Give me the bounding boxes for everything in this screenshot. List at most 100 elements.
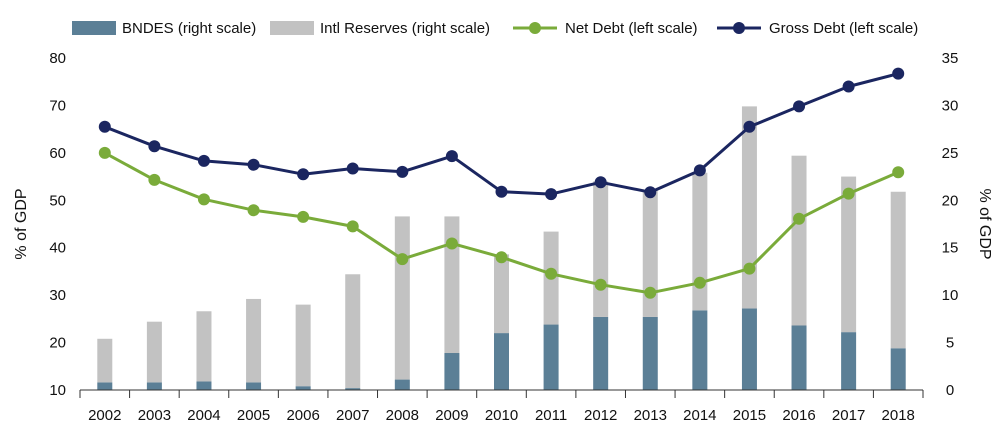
x-tick-label: 2003 bbox=[138, 407, 171, 424]
left-tick-label: 10 bbox=[49, 382, 66, 399]
x-tick-label: 2013 bbox=[634, 407, 667, 424]
bar-bndes bbox=[791, 325, 807, 390]
bar-bndes bbox=[494, 333, 509, 390]
right-tick-label: 30 bbox=[942, 97, 959, 114]
x-tick-label: 2014 bbox=[683, 407, 716, 424]
legend-gross-debt-swatch-marker bbox=[733, 22, 745, 34]
right-tick-label: 10 bbox=[942, 287, 959, 304]
bar-bndes bbox=[692, 310, 708, 390]
bar-bndes bbox=[543, 324, 559, 390]
x-tick-label: 2002 bbox=[88, 407, 121, 424]
bar-bndes bbox=[246, 382, 262, 390]
gross-debt-point bbox=[644, 186, 657, 199]
net-debt-point bbox=[644, 286, 657, 299]
right-tick-label: 25 bbox=[942, 145, 959, 162]
bar-bndes bbox=[642, 316, 658, 390]
net-debt-point bbox=[495, 251, 508, 264]
gross-debt-point bbox=[743, 120, 756, 133]
x-tick-label: 2008 bbox=[386, 407, 419, 424]
bar-intl-reserves bbox=[295, 304, 311, 387]
bar-bndes bbox=[841, 332, 857, 390]
left-tick-label: 50 bbox=[49, 192, 66, 209]
bar-intl-reserves bbox=[741, 106, 757, 309]
gross-debt-point bbox=[247, 158, 260, 171]
bar-intl-reserves bbox=[791, 155, 807, 326]
net-debt-point bbox=[445, 237, 458, 250]
right-tick-label: 5 bbox=[946, 335, 954, 352]
legend-net-debt-swatch-marker bbox=[529, 22, 541, 34]
lines bbox=[98, 67, 905, 299]
bars bbox=[97, 106, 906, 390]
x-tick-label: 2009 bbox=[435, 407, 468, 424]
gross-debt-point bbox=[693, 164, 706, 177]
x-tick-label: 2010 bbox=[485, 407, 518, 424]
bar-bndes bbox=[146, 382, 162, 390]
gross-debt-point bbox=[793, 100, 806, 113]
left-axis: 10 20 30 40 50 60 70 80 % of GDP bbox=[13, 50, 66, 399]
bar-intl-reserves bbox=[345, 274, 361, 389]
legend-bndes-label: BNDES (right scale) bbox=[122, 20, 256, 37]
left-tick-label: 40 bbox=[49, 240, 66, 257]
left-tick-label: 80 bbox=[49, 50, 66, 67]
legend-gross-debt-label: Gross Debt (left scale) bbox=[769, 20, 918, 37]
bar-bndes bbox=[890, 348, 906, 390]
left-tick-label: 70 bbox=[49, 97, 66, 114]
gross-debt-point bbox=[297, 168, 310, 181]
net-debt-point bbox=[346, 220, 359, 233]
net-debt-point bbox=[842, 187, 855, 200]
x-tick-label: 2015 bbox=[733, 407, 766, 424]
gross-debt-point bbox=[396, 165, 409, 178]
left-tick-label: 20 bbox=[49, 335, 66, 352]
bar-intl-reserves bbox=[394, 216, 410, 380]
x-tick-label: 2018 bbox=[882, 407, 915, 424]
gross-debt-point bbox=[346, 162, 359, 175]
x-tick-label: 2012 bbox=[584, 407, 617, 424]
x-tick-label: 2011 bbox=[535, 407, 567, 424]
right-tick-label: 20 bbox=[942, 192, 959, 209]
right-tick-label: 35 bbox=[942, 50, 959, 67]
legend: BNDES (right scale) Intl Reserves (right … bbox=[72, 20, 918, 37]
net-debt-point bbox=[743, 262, 756, 275]
bar-intl-reserves bbox=[97, 338, 113, 383]
bar-bndes bbox=[444, 353, 460, 390]
bar-intl-reserves bbox=[642, 189, 658, 317]
legend-bndes-swatch bbox=[72, 21, 116, 35]
gross-debt-point bbox=[98, 120, 111, 133]
bar-intl-reserves bbox=[196, 311, 212, 382]
net-debt-point bbox=[693, 276, 706, 289]
net-debt-point bbox=[148, 173, 161, 186]
net-debt-point bbox=[892, 166, 905, 179]
x-tick-label: 2007 bbox=[336, 407, 369, 424]
bar-intl-reserves bbox=[890, 191, 906, 349]
net-debt-point bbox=[793, 212, 806, 225]
net-debt-point bbox=[396, 253, 409, 266]
bar-intl-reserves bbox=[593, 181, 609, 317]
gross-debt-point bbox=[445, 150, 458, 163]
bar-intl-reserves bbox=[494, 254, 509, 334]
net-debt-point bbox=[247, 204, 260, 217]
x-tick-label: 2017 bbox=[832, 407, 865, 424]
net-debt-point bbox=[545, 267, 558, 280]
left-axis-title: % of GDP bbox=[13, 188, 30, 259]
legend-net-debt-label: Net Debt (left scale) bbox=[565, 20, 698, 37]
right-axis: 0 5 10 15 20 25 30 35 % of GDP bbox=[942, 50, 993, 399]
net-debt-point bbox=[98, 146, 111, 159]
net-debt-point bbox=[594, 278, 607, 291]
gross-debt-point bbox=[148, 140, 161, 153]
net-debt-point bbox=[197, 193, 210, 206]
bar-bndes bbox=[593, 316, 609, 390]
bar-intl-reserves bbox=[841, 176, 857, 333]
right-tick-label: 15 bbox=[942, 240, 959, 257]
bar-bndes bbox=[345, 388, 361, 390]
x-tick-label: 2016 bbox=[782, 407, 815, 424]
x-tick-label: 2004 bbox=[187, 407, 220, 424]
bar-bndes bbox=[741, 308, 757, 390]
bar-intl-reserves bbox=[692, 172, 708, 311]
bar-intl-reserves bbox=[444, 216, 460, 354]
gross-debt-point bbox=[495, 185, 508, 198]
legend-intl-reserves-swatch bbox=[270, 21, 314, 35]
bar-bndes bbox=[394, 379, 410, 390]
gross-debt-point bbox=[892, 67, 905, 80]
gross-debt-point bbox=[842, 80, 855, 93]
